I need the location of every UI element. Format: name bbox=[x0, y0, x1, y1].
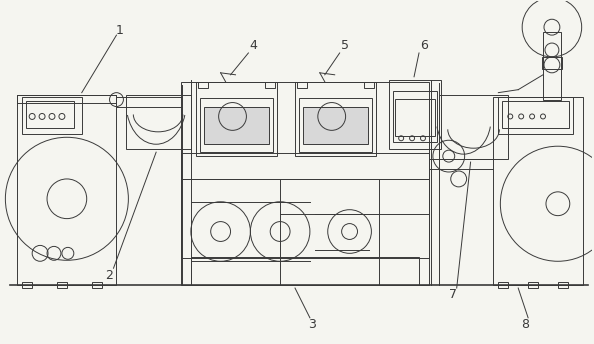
Bar bbox=[439, 95, 508, 159]
Bar bbox=[17, 95, 116, 285]
Text: 6: 6 bbox=[420, 39, 428, 52]
Bar bbox=[303, 107, 368, 144]
Bar bbox=[503, 100, 569, 128]
Bar bbox=[191, 257, 419, 285]
Bar bbox=[181, 82, 429, 285]
Bar bbox=[365, 82, 374, 88]
Bar bbox=[181, 179, 429, 258]
Bar bbox=[127, 95, 191, 149]
Bar bbox=[196, 82, 277, 156]
Text: 4: 4 bbox=[249, 39, 257, 52]
Bar bbox=[295, 82, 377, 156]
Bar bbox=[200, 98, 273, 152]
Bar bbox=[389, 80, 441, 149]
Bar bbox=[542, 57, 562, 69]
Bar bbox=[494, 97, 583, 285]
Bar bbox=[198, 82, 208, 88]
Text: 7: 7 bbox=[448, 289, 457, 301]
Text: 5: 5 bbox=[340, 39, 349, 52]
Bar bbox=[22, 282, 32, 288]
Bar bbox=[543, 32, 561, 100]
Bar bbox=[17, 95, 116, 103]
Bar bbox=[498, 282, 508, 288]
Bar bbox=[299, 98, 372, 152]
Bar bbox=[22, 97, 82, 134]
Bar bbox=[558, 282, 568, 288]
Bar bbox=[393, 91, 437, 142]
Text: 3: 3 bbox=[308, 318, 316, 331]
Text: 1: 1 bbox=[115, 24, 124, 37]
Bar bbox=[297, 82, 307, 88]
Bar bbox=[528, 282, 538, 288]
Bar bbox=[266, 82, 275, 88]
Bar bbox=[26, 100, 74, 128]
Bar bbox=[57, 282, 67, 288]
Bar bbox=[395, 99, 435, 136]
Text: 2: 2 bbox=[106, 269, 113, 282]
Bar bbox=[204, 107, 269, 144]
Bar bbox=[498, 97, 573, 134]
Bar bbox=[91, 282, 102, 288]
Text: 8: 8 bbox=[521, 318, 529, 331]
Bar bbox=[181, 153, 429, 179]
